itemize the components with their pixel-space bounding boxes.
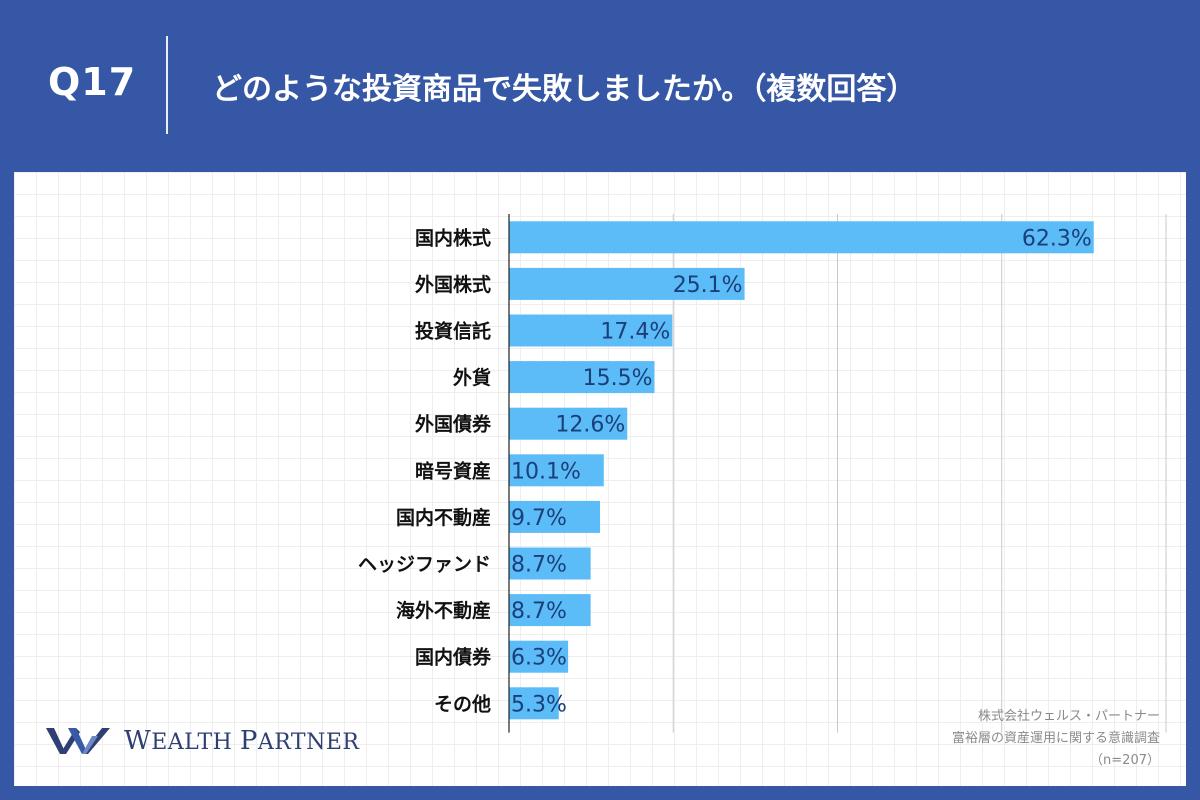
logo-word-artner: ARTNER [257,730,360,755]
source-sample-size: （n=207） [1090,753,1160,768]
bar [509,640,569,673]
bar [509,594,591,627]
bar [509,500,601,533]
value-label: 9.7% [511,506,567,531]
wealth-partner-logo: WEALTH PARTNER [46,722,366,766]
category-label: 外国株式 [415,273,491,296]
logo-letter-p: P [239,726,258,756]
bar [509,454,604,487]
category-label: その他 [434,692,491,715]
logo-mark-icon [46,728,110,754]
source-survey: 富裕層の資産運用に関する意識調査 [951,731,1160,746]
bar [509,361,655,394]
header-divider [166,36,168,134]
bar [509,221,1094,254]
value-label: 62.3% [1022,226,1092,251]
value-label: 6.3% [511,646,567,671]
value-label: 10.1% [511,459,581,484]
value-label: 17.4% [600,320,670,345]
value-label: 12.6% [555,413,625,438]
category-label: 暗号資産 [415,459,491,482]
value-label: 25.1% [673,273,743,298]
bar [509,407,628,440]
header: Q17 どのような投資商品で失敗しましたか。（複数回答） [0,0,1200,170]
question-title: どのような投資商品で失敗しましたか。（複数回答） [212,72,917,107]
category-label: 国内株式 [415,226,491,249]
bar-chart: 国内株式 62.3% 外国株式 25.1% 投資信託 17.4% 外貨 15.5% 外国債券 12… [358,214,1167,733]
category-label: ヘッジファンド [358,554,491,576]
question-number: Q17 [48,60,137,104]
category-label: 海外不動産 [396,599,491,622]
category-label: 国内債券 [415,646,492,669]
bar [509,314,673,347]
bar [509,267,745,300]
logo-word-ealth: EALTH [151,730,233,755]
category-label: 外貨 [453,366,491,389]
source-company: 株式会社ウェルス・パートナー [977,709,1160,724]
chart-panel: 国内株式 62.3% 外国株式 25.1% 投資信託 17.4% 外貨 15.5% 外国債券 12… [14,172,1186,786]
logo-text: WEALTH PARTNER [124,726,359,756]
bar [509,687,559,720]
category-label: 投資信託 [415,320,491,343]
logo-letter-w: W [124,726,152,756]
value-label: 8.7% [511,553,567,578]
value-label: 5.3% [511,692,567,717]
value-label: 15.5% [583,366,653,391]
category-label: 外国債券 [415,413,492,436]
source-note: 株式会社ウェルス・パートナー 富裕層の資産運用に関する意識調査 （n=207） [952,706,1160,772]
bar [509,547,591,580]
value-label: 8.7% [511,599,567,624]
category-label: 国内不動産 [396,506,491,529]
